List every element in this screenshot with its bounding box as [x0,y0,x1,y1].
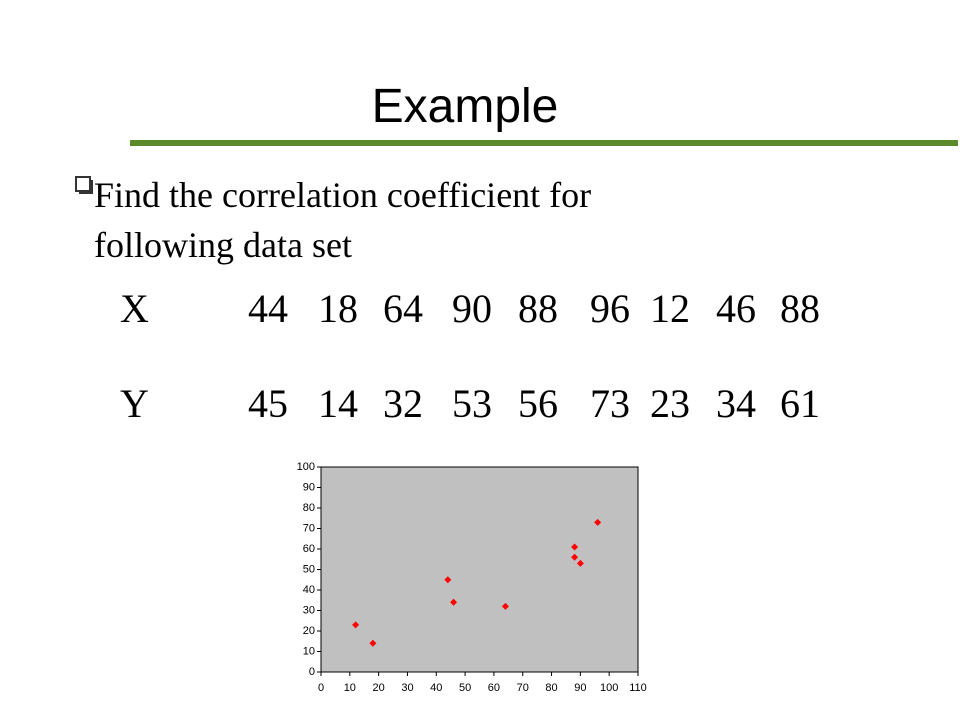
y-tick-label: 80 [303,502,315,514]
point [450,598,458,606]
cell: 88 [518,286,558,331]
row-label: X [120,286,149,331]
y-tick-label: 20 [303,625,315,637]
y-tick-label: 70 [303,522,315,534]
cell: 88 [780,286,820,331]
cell: 44 [248,286,288,331]
cell: 90 [452,286,492,331]
point [501,602,509,610]
point [571,543,579,551]
point [571,553,579,561]
cell: 56 [518,381,558,426]
y-tick-label: 30 [303,604,315,616]
title-rule [130,140,958,146]
point [594,518,602,526]
x-tick-label: 110 [629,682,647,694]
y-tick-label: 0 [309,666,315,678]
x-tick-label: 10 [344,682,356,694]
y-tick-label: 40 [303,584,315,596]
x-tick-label: 50 [459,682,471,694]
plot-area [320,466,639,673]
slide-title: Example [372,80,559,133]
cell: 61 [780,381,820,426]
point [444,576,452,584]
cell: 96 [590,286,630,331]
x-tick-label: 100 [600,682,618,694]
x-tick-label: 40 [430,682,442,694]
cell: 18 [318,286,358,331]
x-tick-label: 80 [545,682,557,694]
y-tick-label: 100 [297,461,315,473]
x-tick-label: 30 [401,682,413,694]
cell: 73 [590,381,630,426]
bullet-text: Find the correlation coefficient for [94,175,591,215]
cell: 14 [318,381,358,426]
cell: 53 [452,381,492,426]
cell: 64 [383,286,423,331]
point [369,639,377,647]
bullet-text: following data set [94,225,352,265]
bullet-icon [75,176,91,192]
x-tick-label: 0 [318,682,324,694]
point [352,621,360,629]
cell: 12 [650,286,690,331]
y-tick-label: 50 [303,563,315,575]
cell: 46 [716,286,756,331]
cell: 34 [716,381,756,426]
y-tick-label: 10 [303,645,315,657]
x-tick-label: 20 [373,682,385,694]
x-tick-label: 90 [574,682,586,694]
cell: 45 [248,381,288,426]
y-tick-label: 90 [303,481,315,493]
cell: 32 [383,381,423,426]
row-label: Y [120,381,149,426]
cell: 23 [650,381,690,426]
point [576,559,584,567]
x-tick-label: 70 [517,682,529,694]
x-tick-label: 60 [488,682,500,694]
y-tick-label: 60 [303,543,315,555]
